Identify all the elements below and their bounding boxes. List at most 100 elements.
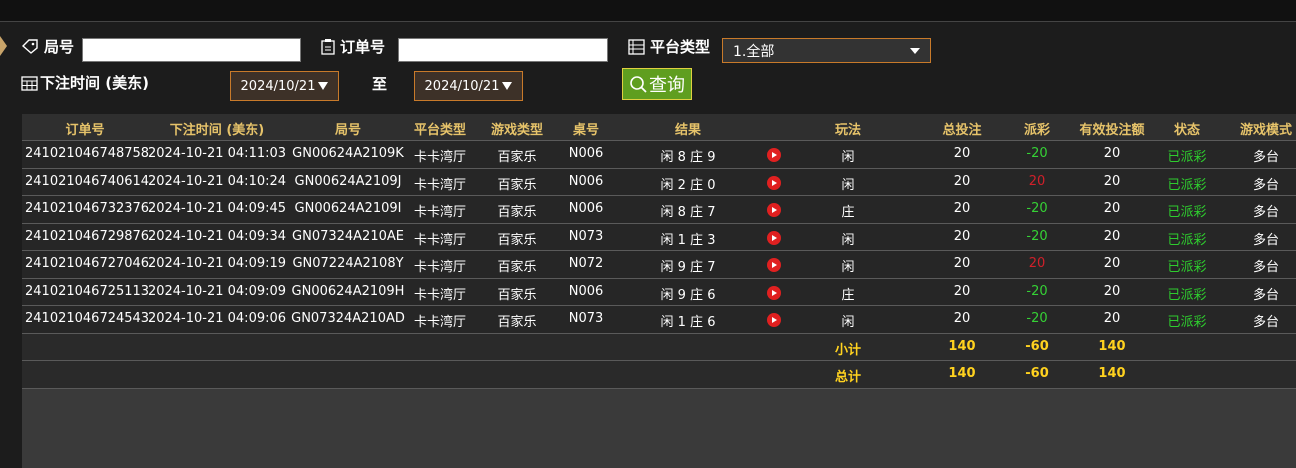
table-cell: -20 <box>1026 146 1048 161</box>
summary-cell: 140 <box>1098 338 1126 354</box>
play-icon[interactable] <box>767 203 781 217</box>
table-cell: 卡卡湾厅 <box>413 150 467 165</box>
round-input[interactable] <box>82 38 301 62</box>
column-header: 订单号 <box>65 123 105 138</box>
date-to-text: 2024/10/21 <box>424 78 500 94</box>
summary-cell: -60 <box>1025 366 1049 381</box>
table-cell: 百家乐 <box>497 260 537 275</box>
table-cell: 闲 1 庄 6 <box>660 315 716 330</box>
summary-cell: 总计 <box>834 370 862 385</box>
column-header: 总投注 <box>942 123 982 138</box>
column-header: 游戏模式 <box>1239 123 1293 138</box>
table-cell: 已派彩 <box>1167 150 1207 165</box>
table-cell: 百家乐 <box>497 177 537 193</box>
table-cell: 241021046727046 <box>25 256 150 271</box>
play-icon[interactable] <box>767 230 781 245</box>
time-label: 下注时间 (美东) <box>40 74 149 92</box>
table-row: 241021046727046 2024-10-21 04:09:19 GN0722… <box>22 251 1296 279</box>
table-cell: 20 <box>1103 256 1121 271</box>
table-cell: 闲 <box>841 315 855 330</box>
table-cell: 已派彩 <box>1167 177 1207 193</box>
table-cell: 20 <box>953 283 971 299</box>
play-icon[interactable] <box>767 285 781 300</box>
table-cell: 闲 8 庄 9 <box>660 150 716 165</box>
play-icon[interactable] <box>767 258 781 272</box>
platform-value: 1.全部 <box>733 43 775 60</box>
summary-cell: 140 <box>948 366 976 381</box>
table-cell: 百家乐 <box>497 150 537 165</box>
platform-label: 平台类型 <box>650 38 711 56</box>
table-cell: 20 <box>953 173 971 189</box>
table-cell: 卡卡湾厅 <box>413 232 467 248</box>
table-row: 241021046724543 2024-10-21 04:09:06 GN0732… <box>22 306 1296 334</box>
table-cell: 百家乐 <box>497 315 537 330</box>
table-cell: 2024-10-21 04:10:24 <box>147 173 287 189</box>
table-cell: 卡卡湾厅 <box>413 205 467 220</box>
order-input[interactable] <box>398 38 608 62</box>
table-row: 241021046740614 2024-10-21 04:10:24 GN0062… <box>22 168 1296 196</box>
table-cell: 已派彩 <box>1167 205 1207 220</box>
table-cell: 卡卡湾厅 <box>413 315 467 330</box>
table-cell: N006 <box>568 201 604 216</box>
column-header: 桌号 <box>572 123 600 138</box>
table-cell: 241021046725113 <box>25 283 150 299</box>
table-row: 241021046725113 2024-10-21 04:09:09 GN0062… <box>22 278 1296 306</box>
result-table: 订单号 下注时间 (美东) 局号 平台类型 游戏类型 桌号 结果 玩法 总投注 派彩 有效投注额 状态… <box>22 114 1296 468</box>
table-cell: 20 <box>1028 173 1046 189</box>
column-header: 结果 <box>674 123 702 138</box>
table-cell: 2024-10-21 04:11:03 <box>147 146 287 161</box>
table-cell: 卡卡湾厅 <box>413 287 467 303</box>
column-header: 状态 <box>1173 123 1201 138</box>
date-to[interactable]: 2024/10/21 <box>414 71 523 101</box>
table-cell: 闲 <box>841 150 855 165</box>
table-cell: 2024-10-21 04:09:19 <box>147 256 287 271</box>
column-header: 玩法 <box>834 123 862 138</box>
column-header: 局号 <box>334 123 362 138</box>
table-cell: 已派彩 <box>1167 287 1207 303</box>
table-header: 订单号 下注时间 (美东) 局号 平台类型 游戏类型 桌号 结果 玩法 总投注 派彩 有效投注额 状态… <box>22 114 1296 141</box>
table-cell: GN00624A2109I <box>294 201 402 216</box>
date-from[interactable]: 2024/10/21 <box>230 71 339 101</box>
table-cell: 卡卡湾厅 <box>413 260 467 275</box>
calendar-icon <box>21 76 38 91</box>
table-cell: 百家乐 <box>497 287 537 303</box>
table-cell: 闲 8 庄 7 <box>660 205 716 220</box>
table-cell: 闲 <box>841 232 855 248</box>
table-cell: 20 <box>953 146 971 161</box>
table-cell: N073 <box>568 311 604 326</box>
play-icon[interactable] <box>767 313 781 327</box>
table-cell: N006 <box>568 173 604 189</box>
top-bar <box>0 0 1296 22</box>
table-cell: 20 <box>953 256 971 271</box>
column-header: 下注时间 (美东) <box>169 123 265 138</box>
table-cell: N006 <box>568 283 604 299</box>
table-cell: 241021046732376 <box>25 201 150 216</box>
table-cell: 20 <box>953 311 971 326</box>
table-cell: 闲 <box>841 177 855 193</box>
table-cell: 百家乐 <box>497 205 537 220</box>
table-cell: 2024-10-21 04:09:09 <box>147 283 287 299</box>
table-row: 小计 140 -60 140 <box>22 333 1296 361</box>
table-cell: 20 <box>1103 228 1121 244</box>
to-label: 至 <box>372 75 388 93</box>
table-cell: -20 <box>1026 311 1048 326</box>
list-icon <box>628 39 645 55</box>
table-cell: 已派彩 <box>1167 232 1207 248</box>
table-cell: N072 <box>568 256 604 271</box>
column-header: 有效投注额 <box>1079 123 1145 138</box>
date-from-text: 2024/10/21 <box>240 78 316 94</box>
query-button[interactable]: 查询 <box>622 68 692 100</box>
table-cell: 闲 1 庄 3 <box>660 232 716 248</box>
table-cell: 20 <box>953 201 971 216</box>
play-icon[interactable] <box>767 175 781 190</box>
table-cell: 庄 <box>841 205 855 220</box>
platform-select[interactable]: 1.全部 <box>722 38 931 63</box>
search-icon <box>630 76 647 93</box>
table-cell: 20 <box>1103 201 1121 216</box>
table-cell: GN07224A2108Y <box>292 256 404 271</box>
summary-cell: 140 <box>1098 366 1126 381</box>
table-cell: 多台 <box>1252 150 1280 165</box>
table-cell: 已派彩 <box>1167 315 1207 330</box>
play-icon[interactable] <box>767 148 781 162</box>
table-cell: 闲 2 庄 0 <box>660 177 716 193</box>
